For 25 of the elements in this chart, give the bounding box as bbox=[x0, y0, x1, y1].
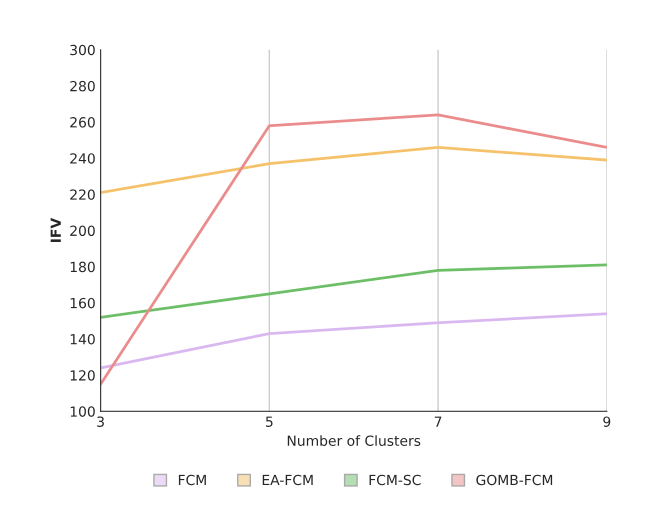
legend-label: FCM-SC bbox=[370, 474, 421, 486]
legend-label: FCM bbox=[178, 474, 206, 486]
line-series bbox=[100, 312, 607, 370]
x-tick-label: 7 bbox=[434, 416, 442, 427]
legend-label: GOMB-FCM bbox=[476, 474, 552, 486]
y-tick-label: 120 bbox=[70, 370, 95, 381]
line-series bbox=[100, 146, 607, 194]
x-tick-label: 3 bbox=[97, 416, 104, 427]
x-tick-label: 9 bbox=[603, 416, 610, 427]
y-axis-title: IFV bbox=[50, 218, 61, 242]
y-tick-label: 300 bbox=[70, 44, 95, 56]
y-tick-label: 220 bbox=[70, 189, 95, 200]
legend-label: EA-FCM bbox=[262, 474, 313, 486]
y-tick-label: 200 bbox=[70, 226, 95, 236]
y-tick-label: 140 bbox=[70, 334, 95, 344]
x-axis-title: Number of Clusters bbox=[288, 435, 420, 446]
y-tick-label: 280 bbox=[70, 80, 95, 92]
x-tick-label: 5 bbox=[266, 416, 273, 427]
line-series bbox=[100, 264, 607, 319]
line-series bbox=[100, 113, 607, 386]
y-tick-label: 100 bbox=[70, 406, 95, 417]
y-tick-label: 180 bbox=[70, 262, 95, 272]
y-tick-label: 240 bbox=[70, 153, 95, 164]
y-tick-label: 160 bbox=[70, 298, 95, 308]
y-tick-label: 260 bbox=[70, 117, 95, 128]
